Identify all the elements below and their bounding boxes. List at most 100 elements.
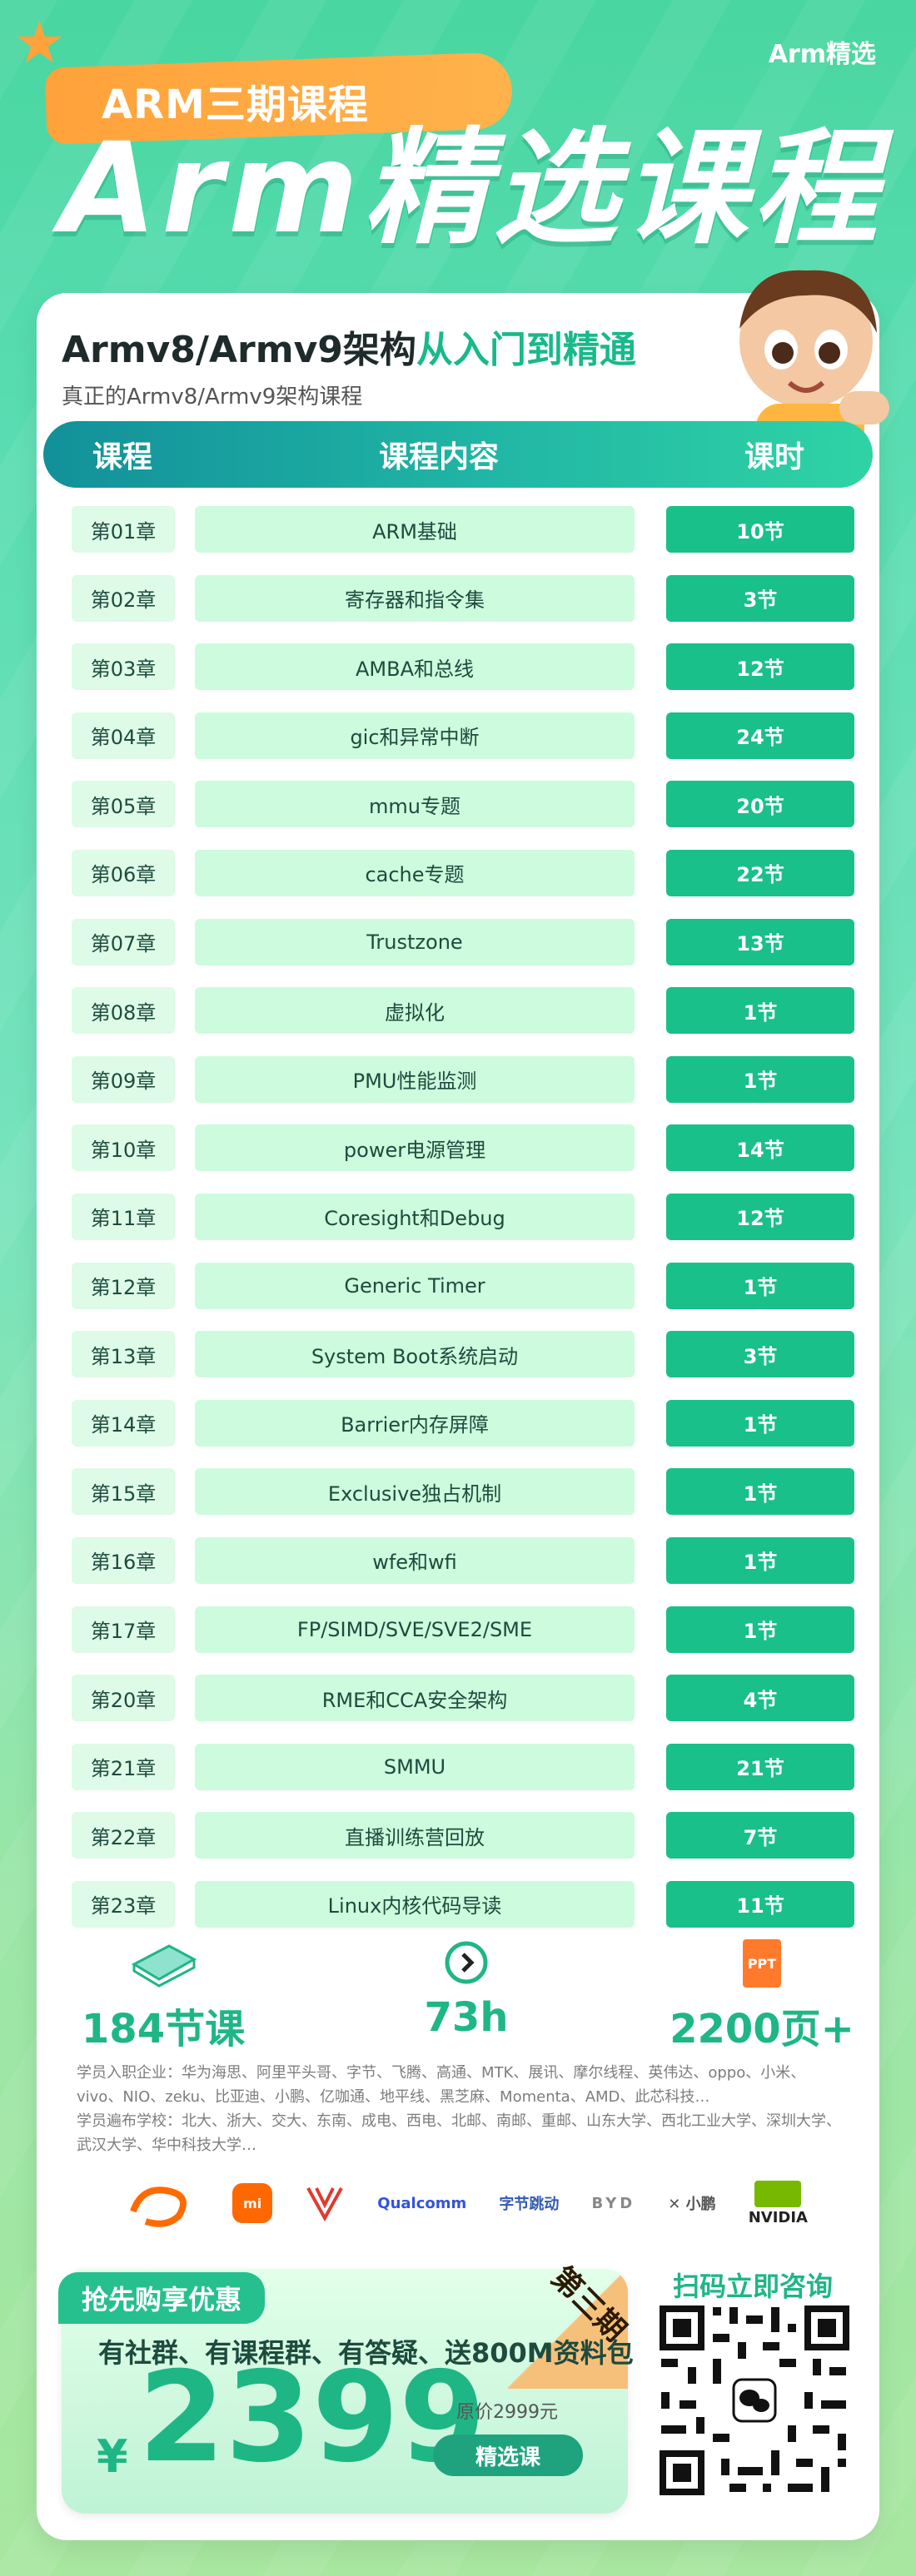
content-cell: AMBA和总线 bbox=[195, 643, 635, 691]
table-row: 第13章 System Boot系统启动 3节 bbox=[72, 1331, 854, 1400]
table-row: 第11章 Coresight和Debug 12节 bbox=[72, 1193, 854, 1263]
chapter-cell: 第16章 bbox=[72, 1536, 175, 1584]
table-row: 第02章 寄存器和指令集 3节 bbox=[72, 574, 854, 644]
duration-value: 73h bbox=[424, 1994, 509, 2041]
table-row: 第10章 power电源管理 14节 bbox=[72, 1124, 854, 1194]
content-cell: SMMU bbox=[195, 1743, 635, 1790]
hours-cell: 12节 bbox=[666, 1193, 854, 1240]
horizon-logo-icon bbox=[306, 2187, 343, 2222]
hours-cell: 20节 bbox=[666, 781, 854, 828]
original-price: 原价2999元 bbox=[456, 2402, 558, 2423]
clock-icon bbox=[445, 1941, 488, 1984]
xiaomi-logo-icon: mi bbox=[232, 2183, 273, 2223]
chapter-cell: 第17章 bbox=[72, 1606, 175, 1653]
chapter-cell: 第06章 bbox=[72, 849, 175, 896]
hours-cell: 12节 bbox=[666, 643, 854, 691]
chapter-cell: 第07章 bbox=[72, 918, 175, 965]
partner-logos: mi Qualcomm 字节跳动 BYD ✕ 小鹏 NVIDIA bbox=[125, 2174, 808, 2232]
table-header: 课程 课程内容 课时 bbox=[43, 421, 873, 488]
stat-duration: 73h bbox=[383, 1939, 550, 2041]
table-row: 第22章 直播训练营回放 7节 bbox=[72, 1812, 854, 1881]
banner-label: ARM三期课程 bbox=[102, 82, 369, 128]
content-cell: Linux内核代码导读 bbox=[195, 1880, 635, 1928]
chapter-cell: 第22章 bbox=[72, 1812, 175, 1859]
hours-cell: 3节 bbox=[666, 574, 854, 622]
chapter-cell: 第02章 bbox=[72, 574, 175, 622]
byd-logo-icon: BYD bbox=[591, 2194, 636, 2212]
stat-lessons: 184节课 bbox=[80, 1939, 246, 2054]
nvidia-eye-icon bbox=[754, 2180, 802, 2207]
table-row: 第20章 RME和CCA安全架构 4节 bbox=[72, 1675, 854, 1744]
main-title: Arm精选课程 bbox=[60, 117, 884, 261]
hours-cell: 1节 bbox=[666, 1468, 854, 1516]
course-subtitle: Armv8/Armv9架构从入门到精通 bbox=[62, 320, 636, 373]
table-row: 第06章 cache专题 22节 bbox=[72, 849, 854, 919]
content-cell: Generic Timer bbox=[195, 1262, 635, 1309]
course-description: 真正的Armv8/Armv9架构课程 bbox=[62, 385, 363, 409]
table-row: 第16章 wfe和wfi 1节 bbox=[72, 1536, 854, 1606]
brand-label: Arm精选 bbox=[768, 40, 876, 69]
hours-cell: 24节 bbox=[666, 712, 854, 759]
promo-benefits: 有社群、有课程群、有答疑、送800M资料包 bbox=[98, 2337, 634, 2369]
xpeng-mark-icon: ✕ bbox=[668, 2196, 686, 2213]
alumni-notes: 学员入职企业：华为海思、阿里平头哥、字节、飞腾、高通、MTK、展讯、摩尔线程、英… bbox=[77, 2061, 851, 2157]
star-icon: ★ bbox=[13, 8, 66, 77]
chapter-cell: 第15章 bbox=[72, 1468, 175, 1516]
hours-cell: 1节 bbox=[666, 987, 854, 1035]
content-cell: cache专题 bbox=[195, 849, 635, 896]
table-row: 第01章 ARM基础 10节 bbox=[72, 506, 854, 575]
content-cell: ARM基础 bbox=[195, 506, 635, 553]
chapter-cell: 第23章 bbox=[72, 1880, 175, 1928]
hours-cell: 1节 bbox=[666, 1262, 854, 1309]
chapter-cell: 第13章 bbox=[72, 1331, 175, 1378]
alumni-companies: 学员入职企业：华为海思、阿里平头哥、字节、飞腾、高通、MTK、展讯、摩尔线程、英… bbox=[77, 2064, 806, 2106]
table-row: 第05章 mmu专题 20节 bbox=[72, 781, 854, 850]
chapter-cell: 第03章 bbox=[72, 643, 175, 691]
table-row: 第12章 Generic Timer 1节 bbox=[72, 1262, 854, 1332]
table-row: 第21章 SMMU 21节 bbox=[72, 1743, 854, 1813]
content-cell: System Boot系统启动 bbox=[195, 1331, 635, 1378]
subtitle-prefix: Armv8/Armv9架构 bbox=[62, 329, 416, 371]
stat-pages: PPT 2200页+ bbox=[666, 1939, 858, 2054]
content-cell: 寄存器和指令集 bbox=[195, 574, 635, 622]
nvidia-logo: NVIDIA bbox=[749, 2180, 808, 2226]
header-content: 课程内容 bbox=[378, 440, 499, 474]
hours-cell: 1节 bbox=[666, 1606, 854, 1653]
hours-cell: 13节 bbox=[666, 918, 854, 965]
content-cell: RME和CCA安全架构 bbox=[195, 1675, 635, 1722]
chapter-cell: 第10章 bbox=[72, 1124, 175, 1172]
table-row: 第23章 Linux内核代码导读 11节 bbox=[72, 1880, 854, 1950]
xpeng-logo: ✕ 小鹏 bbox=[668, 2192, 715, 2214]
chapter-cell: 第09章 bbox=[72, 1055, 175, 1103]
table-row: 第14章 Barrier内存屏障 1节 bbox=[72, 1399, 854, 1469]
content-cell: Coresight和Debug bbox=[195, 1193, 635, 1240]
chapter-cell: 第14章 bbox=[72, 1399, 175, 1447]
qr-label: 扫码立即咨询 bbox=[673, 2271, 834, 2302]
table-row: 第09章 PMU性能监测 1节 bbox=[72, 1055, 854, 1125]
pages-count: 2200页+ bbox=[670, 2006, 854, 2052]
hours-cell: 7节 bbox=[666, 1812, 854, 1859]
book-icon bbox=[131, 1944, 197, 1988]
table-row: 第04章 gic和异常中断 24节 bbox=[72, 712, 854, 782]
table-row: 第08章 虚拟化 1节 bbox=[72, 987, 854, 1056]
table-row: 第15章 Exclusive独占机制 1节 bbox=[72, 1468, 854, 1537]
hours-cell: 11节 bbox=[666, 1880, 854, 1928]
table-row: 第17章 FP/SIMD/SVE/SVE2/SME 1节 bbox=[72, 1606, 854, 1675]
hours-cell: 1节 bbox=[666, 1055, 854, 1103]
chapter-cell: 第20章 bbox=[72, 1675, 175, 1722]
chapter-cell: 第11章 bbox=[72, 1193, 175, 1240]
select-course-button[interactable]: 精选课 bbox=[433, 2435, 583, 2476]
qr-code-icon[interactable] bbox=[655, 2301, 854, 2500]
hours-cell: 4节 bbox=[666, 1675, 854, 1722]
content-cell: power电源管理 bbox=[195, 1124, 635, 1172]
content-cell: Barrier内存屏障 bbox=[195, 1399, 635, 1447]
ppt-icon: PPT bbox=[743, 1939, 781, 1988]
hours-cell: 10节 bbox=[666, 506, 854, 553]
lessons-count: 184节课 bbox=[81, 2006, 246, 2052]
hours-cell: 22节 bbox=[666, 849, 854, 896]
bytedance-logo: 字节跳动 bbox=[499, 2196, 560, 2213]
xpeng-logo-text: 小鹏 bbox=[685, 2196, 716, 2213]
content-cell: 直播训练营回放 bbox=[195, 1812, 635, 1859]
content-cell: gic和异常中断 bbox=[195, 712, 635, 759]
chapter-cell: 第01章 bbox=[72, 506, 175, 553]
